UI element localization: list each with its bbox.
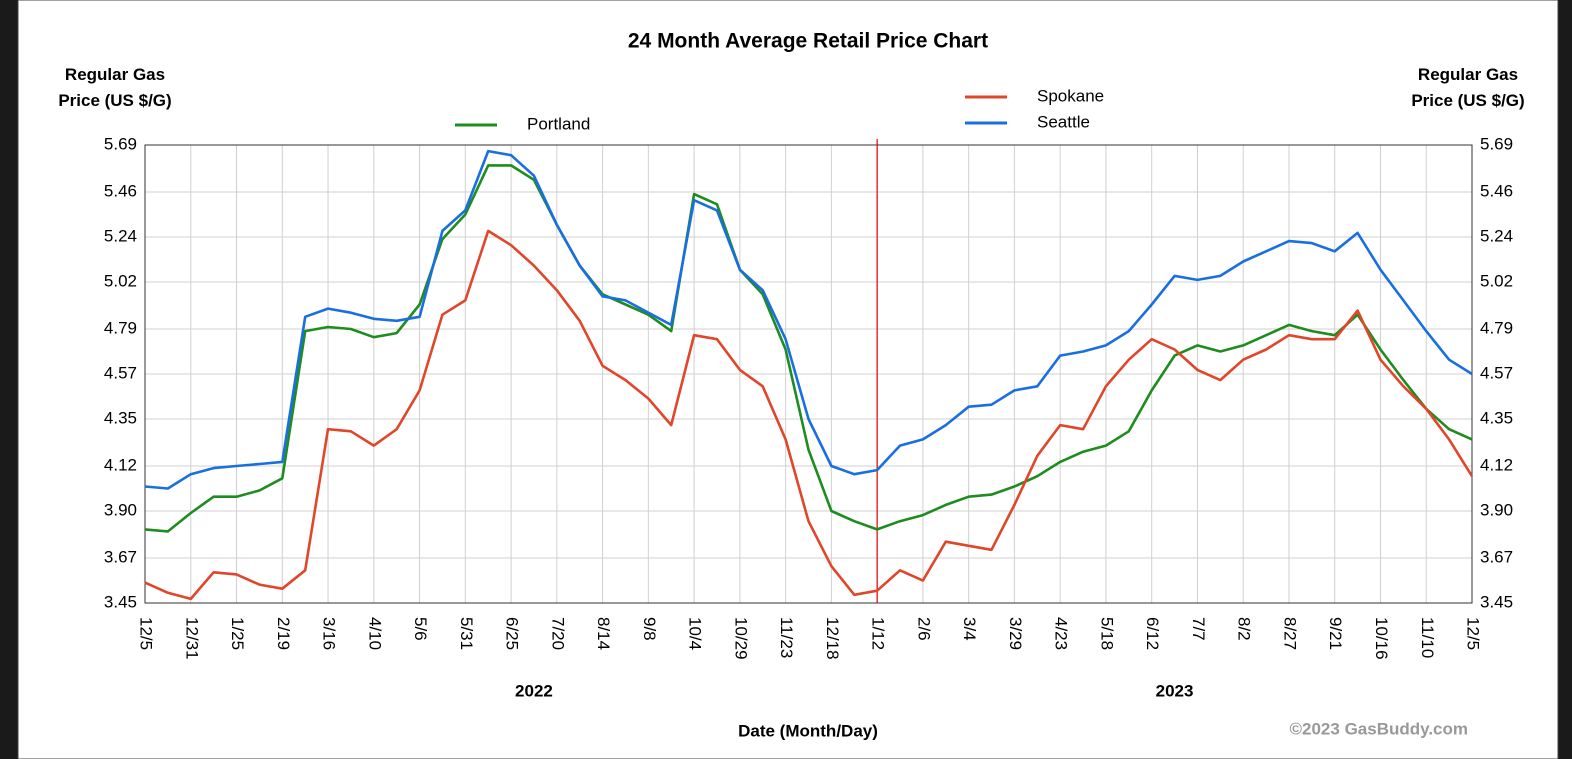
y-tick-label: 4.57 [104, 363, 137, 382]
x-tick-label: 4/23 [1052, 617, 1071, 650]
x-tick-label: 11/23 [777, 617, 796, 658]
x-tick-label: 12/5 [1464, 617, 1483, 650]
x-tick-label: 5/31 [457, 617, 476, 650]
series-line [144, 149, 1473, 490]
x-tick-label: 8/14 [594, 617, 613, 650]
y-tick-label: 5.02 [104, 271, 137, 290]
y2-tick-label: 3.90 [1480, 500, 1513, 519]
x-tick-label: 7/7 [1189, 617, 1208, 641]
y2-tick-label: 5.69 [1480, 134, 1513, 153]
y-tick-label: 4.35 [104, 408, 137, 427]
x-tick-label: 2/19 [274, 617, 293, 650]
y-tick-label: 3.45 [104, 592, 137, 611]
credit: ©2023 GasBuddy.com [1290, 719, 1469, 738]
x-tick-label: 10/16 [1372, 617, 1391, 660]
x-tick-label: 8/27 [1280, 617, 1299, 650]
y-axis-label: Regular Gas Price (US $/G) [58, 65, 171, 110]
y2-tick-label: 4.12 [1480, 455, 1513, 474]
y2-tick-label: 5.24 [1480, 226, 1513, 245]
x-tick-label: 4/10 [365, 617, 384, 650]
x-tick-label: 1/12 [869, 617, 888, 650]
y-tick-label: 3.90 [104, 500, 137, 519]
y-tick-label: 3.67 [104, 548, 137, 567]
y-tick-label: 5.24 [104, 226, 137, 245]
y2-tick-label: 4.79 [1480, 319, 1513, 338]
x-tick-label: 11/10 [1418, 617, 1437, 658]
series-line [144, 229, 1474, 601]
x-tick-label: 10/29 [731, 617, 750, 660]
y2-tick-label: 3.67 [1480, 548, 1513, 567]
x-tick-label: 2/6 [914, 617, 933, 641]
year-label: 2022 [515, 681, 553, 700]
x-tick-label: 5/6 [411, 617, 430, 641]
x-axis-label: Date (Month/Day) [738, 721, 878, 740]
x-tick-label: 12/31 [182, 617, 201, 660]
x-tick-label: 3/16 [320, 617, 339, 650]
x-tick-label: 6/12 [1143, 617, 1162, 650]
x-tick-label: 9/8 [640, 617, 659, 641]
x-tick-label: 1/25 [228, 617, 247, 650]
y-tick-label: 5.69 [104, 134, 137, 153]
x-tick-label: 7/20 [548, 617, 567, 650]
y2-tick-label: 5.02 [1480, 271, 1513, 290]
y-tick-label: 4.12 [104, 455, 137, 474]
y2-tick-label: 5.46 [1480, 182, 1513, 201]
x-tick-label: 9/21 [1326, 617, 1345, 650]
x-tick-label: 3/29 [1006, 617, 1025, 650]
legend-label: Portland [527, 114, 590, 133]
chart-title: 24 Month Average Retail Price Chart [628, 30, 988, 53]
y2-tick-label: 3.45 [1480, 592, 1513, 611]
x-tick-label: 5/18 [1097, 617, 1116, 650]
series-line [144, 164, 1473, 533]
x-tick-label: 10/4 [686, 617, 705, 650]
year-label: 2023 [1156, 681, 1194, 700]
y2-axis-label: Regular Gas Price (US $/G) [1411, 65, 1524, 110]
chart-panel [17, 0, 1559, 759]
y-tick-label: 4.79 [104, 319, 137, 338]
y2-tick-label: 4.57 [1480, 363, 1513, 382]
x-tick-label: 12/18 [823, 617, 842, 660]
x-tick-label: 8/2 [1235, 617, 1254, 641]
x-tick-label: 12/5 [137, 617, 156, 650]
legend-label: Spokane [1037, 86, 1104, 105]
x-tick-label: 3/4 [960, 617, 979, 641]
y-tick-label: 5.46 [104, 182, 137, 201]
y2-tick-label: 4.35 [1480, 408, 1513, 427]
legend-label: Seattle [1037, 112, 1090, 131]
x-tick-label: 6/25 [503, 617, 522, 650]
